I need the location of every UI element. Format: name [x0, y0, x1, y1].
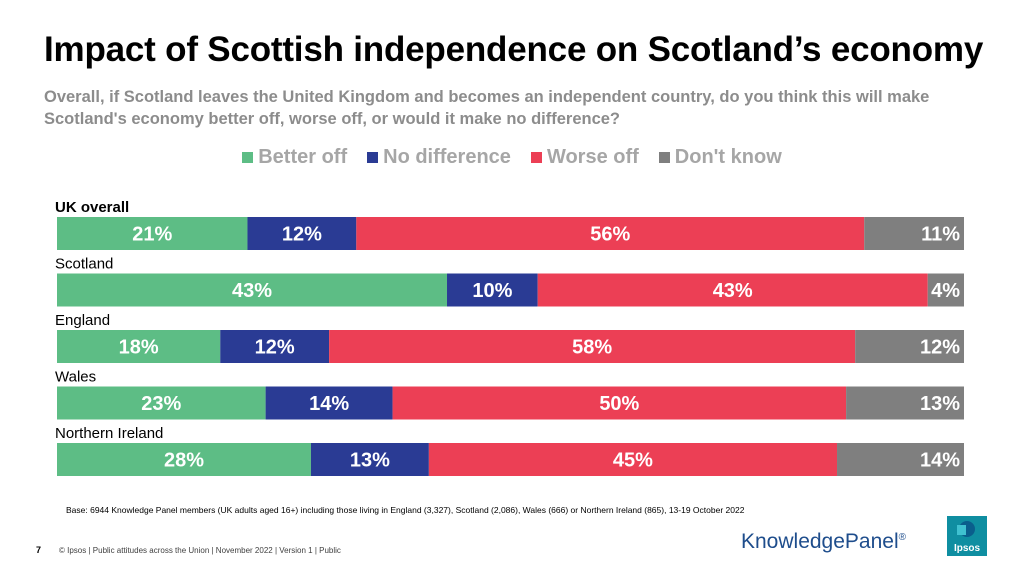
legend-label-dont-know: Don't know	[674, 146, 782, 168]
registered-mark: ®	[898, 532, 906, 543]
category-label-northern-ireland: Northern Ireland	[55, 425, 163, 442]
bar-segment-scotland-no-difference	[447, 273, 538, 307]
data-label-wales-better-off: 23%	[141, 393, 181, 415]
data-label-northern-ireland-worse-off: 45%	[613, 450, 653, 472]
bar-segment-northern-ireland-better-off	[57, 443, 311, 476]
bar-segment-scotland-better-off	[57, 273, 448, 307]
data-label-scotland-worse-off: 43%	[713, 280, 753, 302]
data-label-wales-don-t-know: 13%	[920, 393, 960, 415]
page-title: Impact of Scottish independence on Scotl…	[44, 30, 984, 69]
bar-segment-wales-worse-off	[392, 386, 847, 420]
data-label-uk-overall-no-difference: 12%	[282, 224, 322, 246]
question-text: Overall, if Scotland leaves the United K…	[44, 88, 930, 128]
bar-segment-england-don-t-know	[855, 330, 964, 363]
data-label-uk-overall-worse-off: 56%	[590, 224, 630, 246]
knowledgepanel-logo-text: KnowledgePanel	[741, 530, 899, 553]
legend-label-worse-off: Worse off	[546, 146, 639, 168]
bar-segment-scotland-don-t-know	[927, 273, 964, 307]
data-label-wales-no-difference: 14%	[309, 393, 349, 415]
bar-segment-scotland-worse-off	[537, 273, 928, 307]
base-note: Base: 6944 Knowledge Panel members (UK a…	[66, 505, 745, 515]
legend: Better off No difference Worse off Don't…	[0, 146, 1024, 169]
legend-swatch-dont-know	[658, 152, 670, 163]
knowledgepanel-logo: KnowledgePanel®	[741, 530, 906, 554]
bar-segment-northern-ireland-worse-off	[428, 443, 838, 476]
data-label-england-don-t-know: 12%	[920, 337, 960, 359]
data-label-uk-overall-don-t-know: 11%	[921, 224, 960, 246]
data-label-england-worse-off: 58%	[572, 337, 612, 359]
ipsos-logo-mark-icon	[957, 525, 966, 535]
bar-segment-england-better-off	[57, 330, 221, 363]
data-label-northern-ireland-don-t-know: 14%	[920, 450, 960, 472]
bar-segment-wales-no-difference	[265, 386, 393, 420]
bar-segment-northern-ireland-no-difference	[310, 443, 429, 476]
category-label-wales: Wales	[55, 369, 96, 386]
bar-segment-northern-ireland-don-t-know	[837, 443, 964, 476]
bar-segment-wales-don-t-know	[846, 386, 964, 420]
data-label-uk-overall-better-off: 21%	[132, 224, 172, 246]
ipsos-logo: Ipsos	[947, 516, 987, 556]
page-number: 7	[36, 545, 42, 555]
data-label-scotland-better-off: 43%	[232, 280, 272, 302]
legend-swatch-better-off	[242, 152, 254, 163]
data-label-northern-ireland-better-off: 28%	[164, 450, 204, 472]
bar-segment-england-no-difference	[220, 330, 330, 363]
data-label-scotland-don-t-know: 4%	[931, 280, 960, 302]
ipsos-logo-text: Ipsos	[953, 543, 981, 554]
category-label-scotland: Scotland	[55, 256, 113, 273]
category-label-england: England	[55, 312, 110, 329]
data-label-england-better-off: 18%	[119, 337, 159, 359]
category-label-uk-overall: UK overall	[55, 199, 129, 216]
bar-segment-england-worse-off	[329, 330, 856, 363]
data-label-scotland-no-difference: 10%	[472, 280, 512, 302]
legend-label-no-difference: No difference	[383, 146, 511, 168]
legend-item-dont-know: Don't know	[658, 146, 782, 169]
legend-item-worse-off: Worse off	[530, 146, 639, 169]
bar-segment-uk-overall-don-t-know	[864, 217, 964, 250]
bar-segment-uk-overall-better-off	[57, 217, 248, 250]
bar-segment-wales-better-off	[57, 386, 266, 420]
bar-segment-uk-overall-worse-off	[356, 217, 865, 250]
data-label-england-no-difference: 12%	[255, 337, 295, 359]
legend-swatch-no-difference	[367, 152, 379, 163]
footer: 7 © Ipsos | Public attitudes across the …	[36, 545, 341, 555]
legend-item-no-difference: No difference	[367, 146, 511, 169]
footer-text: © Ipsos | Public attitudes across the Un…	[59, 545, 341, 555]
data-label-wales-worse-off: 50%	[599, 393, 639, 415]
data-label-northern-ireland-no-difference: 13%	[350, 450, 390, 472]
legend-swatch-worse-off	[530, 152, 542, 163]
legend-item-better-off: Better off	[242, 146, 347, 169]
bar-segment-uk-overall-no-difference	[247, 217, 357, 250]
legend-label-better-off: Better off	[258, 146, 348, 168]
